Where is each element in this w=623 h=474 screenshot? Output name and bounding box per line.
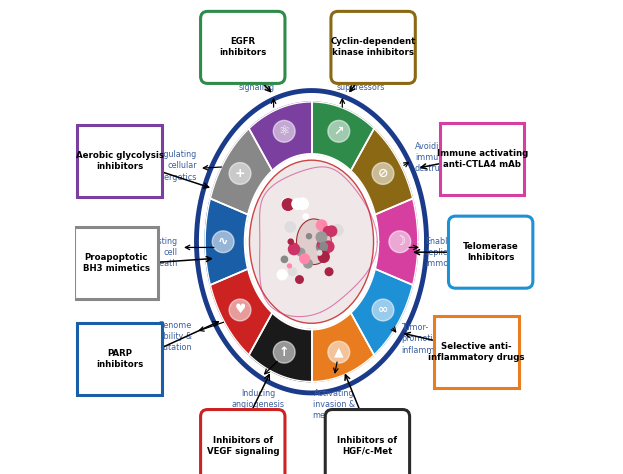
Polygon shape [249, 313, 312, 382]
Circle shape [328, 120, 350, 142]
Circle shape [332, 225, 343, 236]
Circle shape [389, 231, 411, 253]
Text: Sustaining
proliferative
signaling: Sustaining proliferative signaling [232, 61, 282, 92]
FancyBboxPatch shape [325, 410, 409, 474]
Polygon shape [351, 128, 412, 215]
Polygon shape [211, 128, 272, 215]
Circle shape [325, 268, 333, 275]
Text: ▲: ▲ [334, 346, 344, 359]
Polygon shape [211, 269, 272, 355]
Circle shape [282, 199, 294, 210]
Circle shape [297, 198, 308, 210]
Circle shape [372, 299, 394, 321]
Circle shape [229, 299, 251, 321]
Text: Selective anti-
inflammatory drugs: Selective anti- inflammatory drugs [428, 342, 525, 362]
Text: ⚛: ⚛ [278, 125, 290, 138]
Circle shape [320, 243, 327, 250]
Text: Genome
instability &
mutation: Genome instability & mutation [144, 321, 192, 352]
Circle shape [318, 251, 329, 262]
Circle shape [288, 268, 297, 275]
Polygon shape [351, 269, 412, 355]
Text: ↑: ↑ [279, 346, 290, 359]
Circle shape [212, 231, 234, 253]
Circle shape [316, 241, 327, 252]
Circle shape [229, 163, 251, 184]
Circle shape [318, 240, 326, 248]
Circle shape [277, 270, 287, 280]
Text: ∿: ∿ [218, 235, 229, 248]
Text: Avoiding
immune
destruction: Avoiding immune destruction [415, 142, 460, 173]
Text: ∞: ∞ [378, 303, 388, 317]
Circle shape [328, 341, 350, 363]
Text: Evading
growth
suppressors: Evading growth suppressors [337, 61, 386, 92]
Text: Inhibitors of
HGF/c-Met: Inhibitors of HGF/c-Met [338, 436, 397, 456]
FancyBboxPatch shape [440, 123, 525, 195]
FancyBboxPatch shape [434, 316, 518, 388]
Polygon shape [205, 199, 248, 285]
Circle shape [285, 222, 295, 232]
Circle shape [326, 226, 336, 236]
Circle shape [287, 264, 292, 268]
Text: Enabling
replicative
immortality: Enabling replicative immortality [426, 237, 472, 268]
Ellipse shape [297, 219, 331, 264]
Text: Inducing
angiogenesis: Inducing angiogenesis [232, 389, 285, 409]
FancyBboxPatch shape [331, 11, 416, 83]
Text: EGFR
inhibitors: EGFR inhibitors [219, 37, 267, 57]
FancyBboxPatch shape [449, 216, 533, 288]
Circle shape [281, 256, 288, 263]
Circle shape [273, 341, 295, 363]
Text: ♥: ♥ [234, 303, 245, 317]
FancyBboxPatch shape [77, 323, 162, 395]
Ellipse shape [249, 160, 374, 323]
Polygon shape [375, 199, 418, 285]
Circle shape [372, 163, 394, 184]
Circle shape [282, 198, 292, 209]
Circle shape [323, 241, 334, 252]
Text: Inhibitors of
VEGF signaling: Inhibitors of VEGF signaling [206, 436, 279, 456]
Circle shape [304, 259, 312, 268]
FancyBboxPatch shape [74, 227, 158, 299]
FancyBboxPatch shape [201, 11, 285, 83]
Circle shape [307, 234, 312, 239]
FancyBboxPatch shape [201, 410, 285, 474]
Text: Tumor-
promoting
inflammation: Tumor- promoting inflammation [402, 323, 455, 355]
Circle shape [291, 242, 295, 246]
Circle shape [317, 251, 321, 255]
Text: Immune activating
anti-CTLA4 mAb: Immune activating anti-CTLA4 mAb [437, 149, 528, 169]
Text: ↗: ↗ [333, 125, 344, 138]
Text: ⊘: ⊘ [378, 167, 388, 180]
Text: Resisting
cell
death: Resisting cell death [141, 237, 178, 268]
Text: Aerobic glycolysis
inhibitors: Aerobic glycolysis inhibitors [75, 151, 163, 171]
Circle shape [316, 232, 326, 242]
Text: ☽: ☽ [394, 235, 406, 248]
Polygon shape [312, 102, 374, 171]
Text: Cyclin-dependent
kinase inhibitors: Cyclin-dependent kinase inhibitors [330, 37, 416, 57]
Polygon shape [249, 102, 312, 171]
Circle shape [323, 227, 332, 235]
Text: Proapoptotic
BH3 mimetics: Proapoptotic BH3 mimetics [83, 253, 150, 273]
Circle shape [297, 248, 305, 256]
Text: PARP
inhibitors: PARP inhibitors [96, 349, 143, 369]
Text: Telomerase
Inhibitors: Telomerase Inhibitors [463, 242, 518, 262]
Circle shape [288, 239, 293, 244]
Text: Deregulating
cellular
energetics: Deregulating cellular energetics [145, 150, 197, 182]
Text: Activating
invasion &
metastasis: Activating invasion & metastasis [312, 389, 356, 420]
Polygon shape [312, 313, 374, 382]
Circle shape [292, 199, 302, 209]
FancyBboxPatch shape [77, 125, 162, 197]
Circle shape [316, 220, 327, 230]
Circle shape [273, 120, 295, 142]
Text: +: + [235, 167, 245, 180]
Circle shape [296, 276, 303, 283]
Circle shape [300, 254, 310, 264]
Circle shape [288, 244, 300, 255]
Circle shape [303, 214, 308, 219]
